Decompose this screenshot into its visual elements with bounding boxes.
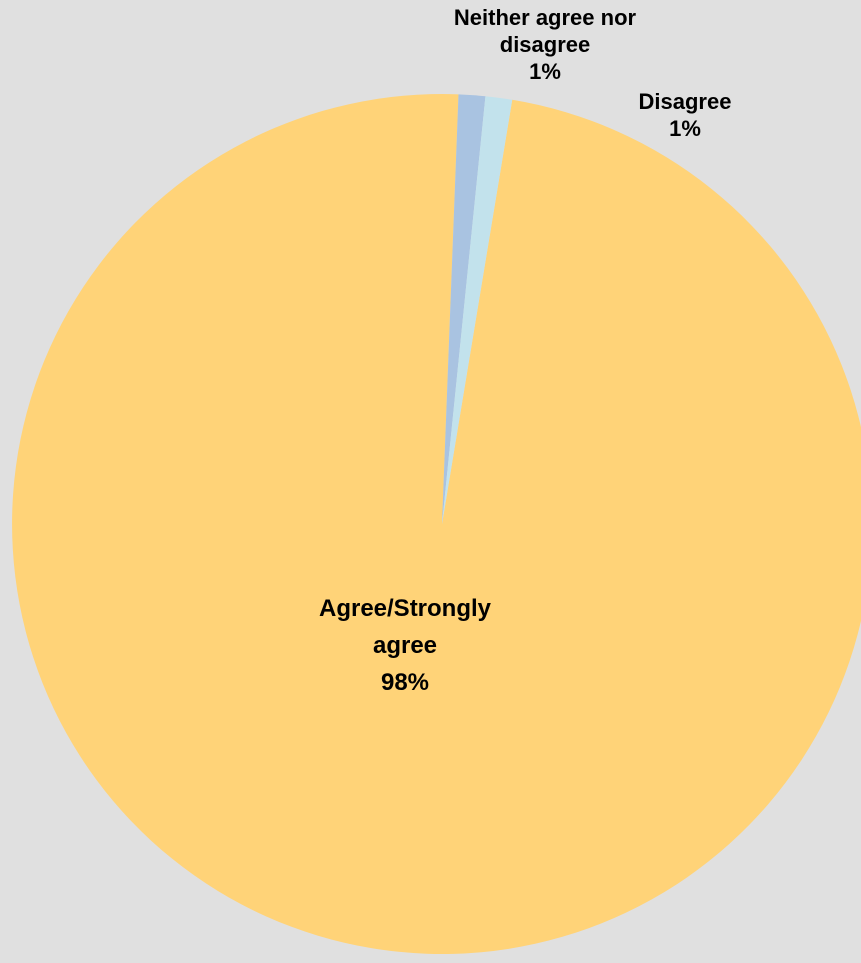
data-label-disagree: Disagree 1% [605, 88, 765, 142]
data-label-neither-value: 1% [529, 59, 561, 84]
data-label-agree-strongly-agree: Agree/Strongly agree 98% [255, 590, 555, 701]
data-label-neither-name-line-2: disagree [499, 32, 591, 57]
data-label-agree-name-line-2: agree [372, 632, 438, 659]
data-label-neither-name-line-1: Neither agree nor [453, 5, 637, 30]
pie-slice-disagree[interactable] [442, 96, 513, 524]
data-label-disagree-name: Disagree [638, 89, 732, 114]
data-label-neither-agree-nor-disagree: Neither agree nor disagree 1% [425, 4, 665, 85]
data-label-agree-value: 98% [380, 669, 430, 696]
pie-slice-neither-agree-nor-disagree[interactable] [442, 94, 486, 524]
data-label-agree-name-line-1: Agree/Strongly [318, 595, 492, 622]
pie-slice-agree-strongly-agree[interactable] [12, 94, 861, 954]
data-label-disagree-value: 1% [669, 116, 701, 141]
